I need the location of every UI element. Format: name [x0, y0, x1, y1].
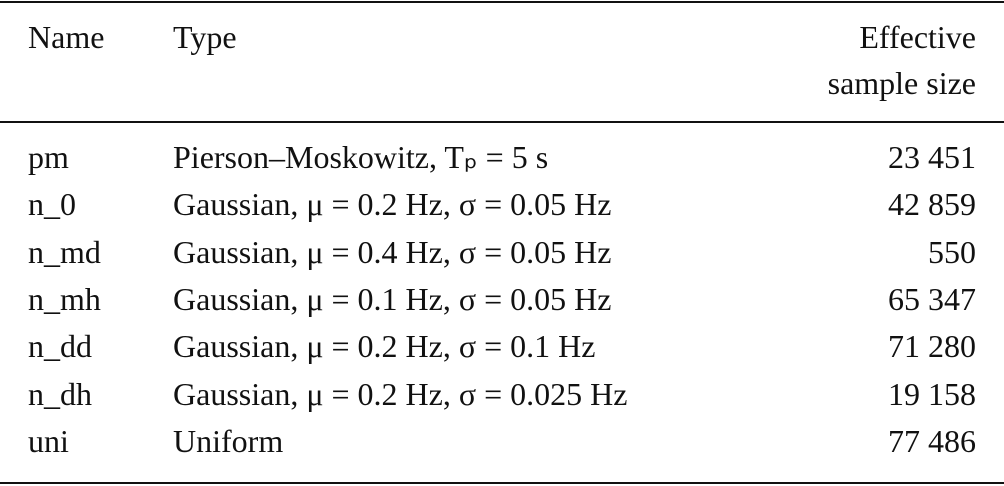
type-cell: Gaussian, μ = 0.2 Hz, σ = 0.05 Hz [173, 186, 612, 223]
sample-size-cell: 19 158 [888, 375, 976, 412]
sample-size-cell: 550 [928, 233, 976, 270]
sample-size-cell: 77 486 [888, 422, 976, 459]
sample-size-cell: 42 859 [888, 186, 976, 223]
type-cell: Uniform [173, 422, 284, 459]
header-cell: Type [173, 19, 237, 55]
name-cell: n_dd [28, 328, 92, 365]
type-cell: Gaussian, μ = 0.1 Hz, σ = 0.05 Hz [173, 280, 612, 317]
top-rule [0, 1, 1004, 3]
name-cell: n_md [28, 233, 101, 270]
mid-rule [0, 121, 1004, 123]
name-cell: pm [28, 139, 69, 175]
name-cell: n_mh [28, 280, 101, 317]
sample-size-cell: 65 347 [888, 280, 976, 317]
header-cell: Name [28, 19, 105, 55]
sample-size-cell: 23 451 [888, 139, 976, 175]
bottom-rule [0, 482, 1004, 484]
name-cell: n_dh [28, 375, 92, 412]
type-cell: Gaussian, μ = 0.2 Hz, σ = 0.1 Hz [173, 328, 596, 365]
name-cell: n_0 [28, 186, 76, 223]
header-cell: Effective sample size [827, 19, 976, 101]
type-cell: Gaussian, μ = 0.2 Hz, σ = 0.025 Hz [173, 375, 628, 412]
type-cell: Gaussian, μ = 0.4 Hz, σ = 0.05 Hz [173, 233, 612, 270]
type-cell: Pierson–Moskowitz, Tₚ = 5 s [173, 139, 549, 175]
sample-size-cell: 71 280 [888, 328, 976, 365]
name-cell: uni [28, 422, 69, 459]
